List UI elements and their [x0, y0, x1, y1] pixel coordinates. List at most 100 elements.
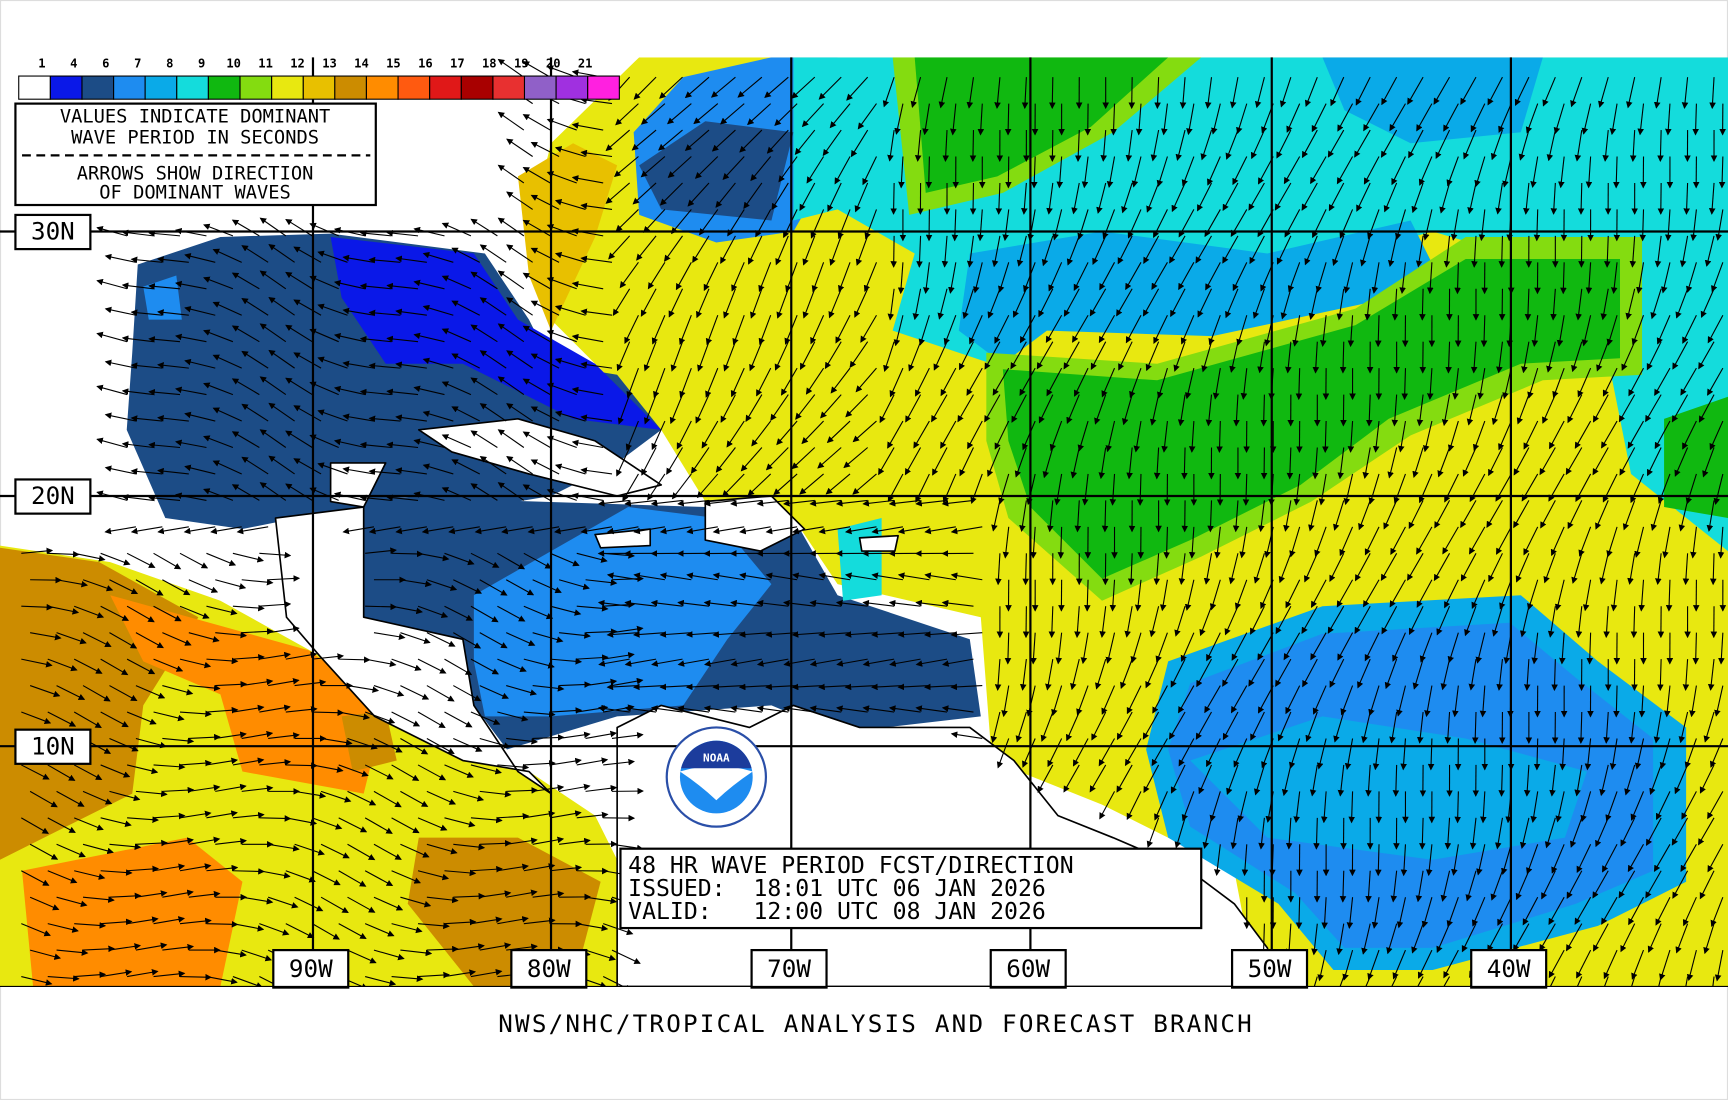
- direction-arrow: [1631, 315, 1645, 346]
- direction-arrow: [1466, 394, 1477, 426]
- direction-arrow: [864, 209, 878, 240]
- direction-arrow: [1490, 129, 1503, 161]
- direction-arrow: [1156, 367, 1168, 399]
- direction-arrow: [268, 349, 295, 369]
- direction-arrow: [837, 209, 851, 240]
- direction-arrow: [625, 420, 639, 451]
- direction-arrow: [184, 253, 216, 263]
- direction-arrow: [1681, 77, 1689, 110]
- direction-arrow: [984, 394, 1001, 423]
- longitude-label: 60W: [1006, 954, 1050, 983]
- direction-arrow: [619, 262, 639, 289]
- direction-arrow: [1038, 288, 1054, 318]
- direction-arrow: [1463, 129, 1477, 160]
- direction-arrow: [1478, 209, 1486, 242]
- direction-arrows: [21, 58, 1727, 987]
- legend-swatch: [271, 75, 304, 100]
- direction-arrow: [1184, 368, 1195, 400]
- direction-arrow: [854, 288, 869, 318]
- direction-arrow: [951, 209, 959, 242]
- direction-arrow: [530, 247, 560, 263]
- direction-arrow: [386, 388, 419, 396]
- direction-arrow: [1422, 209, 1433, 241]
- direction-arrow: [1602, 130, 1609, 162]
- direction-arrow: [605, 182, 630, 204]
- legend-swatch: [429, 75, 462, 100]
- direction-arrow: [309, 328, 339, 343]
- direction-arrow: [422, 251, 454, 263]
- direction-arrow: [992, 367, 1010, 396]
- direction-arrow: [849, 341, 869, 369]
- direction-arrow: [1407, 76, 1424, 105]
- direction-arrow: [365, 603, 398, 611]
- direction-arrow: [616, 341, 631, 372]
- direction-arrow: [1367, 209, 1380, 240]
- direction-arrow: [1195, 235, 1212, 264]
- direction-arrow: [1531, 315, 1539, 347]
- direction-arrow: [659, 182, 683, 206]
- direction-arrow: [157, 362, 189, 369]
- direction-arrow: [1135, 103, 1143, 136]
- direction-arrow: [1581, 103, 1592, 135]
- direction-arrow: [732, 315, 745, 346]
- period-region: [1190, 716, 1587, 860]
- direction-arrow: [1496, 341, 1503, 374]
- direction-arrow: [309, 275, 339, 290]
- direction-arrow: [1232, 156, 1248, 186]
- info-issued: ISSUED: 18:01 UTC 06 JAN 2026: [628, 876, 1046, 902]
- direction-arrow: [1606, 315, 1618, 346]
- direction-arrow: [1098, 314, 1116, 344]
- direction-arrow: [820, 394, 842, 419]
- direction-arrow: [605, 129, 630, 152]
- direction-arrow: [1046, 367, 1063, 397]
- direction-arrow: [1274, 182, 1292, 211]
- direction-arrow: [994, 77, 1001, 110]
- direction-arrow: [818, 76, 842, 100]
- direction-arrow: [1222, 182, 1239, 212]
- direction-arrow: [640, 288, 657, 317]
- direction-arrow: [522, 219, 551, 237]
- direction-arrow: [918, 315, 930, 346]
- direction-arrow: [898, 156, 905, 189]
- direction-arrow: [1131, 156, 1142, 188]
- direction-arrow: [675, 262, 692, 291]
- direction-arrow: [922, 103, 930, 136]
- direction-arrow: [938, 77, 948, 109]
- direction-arrow: [862, 156, 877, 186]
- direction-arrow: [670, 341, 684, 372]
- longitude-label: 70W: [767, 954, 811, 983]
- direction-arrow: [1169, 235, 1186, 264]
- direction-arrow: [1639, 209, 1647, 242]
- direction-arrow: [241, 350, 269, 369]
- direction-arrow: [1036, 341, 1054, 370]
- direction-arrow: [1012, 288, 1027, 318]
- direction-arrow: [259, 270, 287, 290]
- direction-arrow: [687, 182, 710, 207]
- direction-arrow: [850, 129, 869, 158]
- info-title: 48 HR WAVE PERIOD FCST/DIRECTION: [628, 853, 1073, 879]
- direction-arrow: [845, 394, 869, 418]
- direction-arrow: [470, 271, 498, 290]
- direction-arrow: [1391, 156, 1406, 186]
- direction-arrow: [636, 235, 657, 261]
- direction-arrow: [994, 420, 1010, 450]
- direction-arrow: [395, 255, 427, 263]
- direction-arrow: [506, 191, 533, 210]
- period-region: [330, 236, 662, 430]
- direction-arrow: [1205, 262, 1221, 291]
- direction-arrow: [1283, 156, 1301, 185]
- direction-arrow: [834, 156, 851, 185]
- direction-arrow: [1571, 341, 1583, 373]
- direction-arrow: [705, 315, 719, 346]
- direction-arrow: [1708, 182, 1716, 215]
- direction-arrow: [940, 367, 957, 397]
- direction-arrow: [1320, 315, 1327, 347]
- direction-arrow: [1197, 182, 1213, 212]
- direction-arrow: [962, 288, 974, 320]
- direction-arrow: [1471, 235, 1478, 268]
- direction-arrow: [810, 315, 825, 345]
- direction-arrow: [1609, 103, 1618, 136]
- direction-arrow: [855, 235, 869, 266]
- direction-arrow: [1011, 394, 1027, 423]
- direction-arrow: [1628, 367, 1644, 397]
